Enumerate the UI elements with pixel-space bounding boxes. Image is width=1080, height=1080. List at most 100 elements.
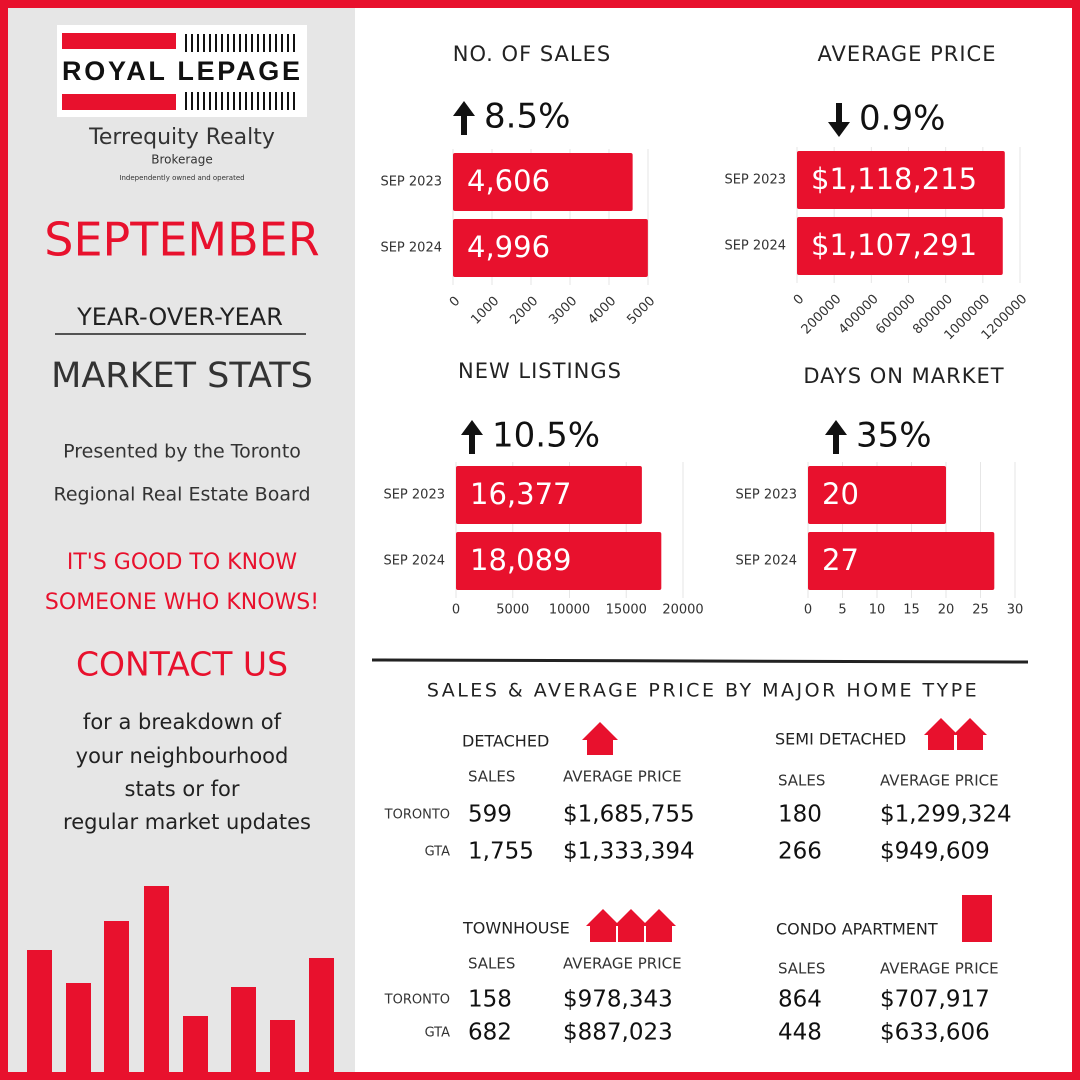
contact-line: for a breakdown of — [83, 710, 282, 734]
contact-line: regular market updates — [63, 810, 311, 834]
change-arrow — [828, 103, 850, 137]
table-cell: 180 — [778, 802, 822, 828]
table-cell: $1,333,394 — [563, 839, 695, 865]
home-type-name: SEMI DETACHED — [775, 730, 906, 749]
change-arrow — [825, 420, 847, 454]
column-header: SALES — [468, 955, 515, 973]
column-header: AVERAGE PRICE — [880, 960, 999, 978]
column-header: SALES — [778, 772, 825, 790]
table-cell: 599 — [468, 802, 512, 828]
bar — [808, 532, 995, 590]
chart-title: AVERAGE PRICE — [818, 42, 997, 66]
y-tick-label: SEP 2023 — [383, 488, 445, 503]
bar — [453, 219, 648, 277]
change-label: 0.9% — [859, 99, 945, 139]
x-tick-label: 25 — [972, 603, 989, 618]
contact-line: stats or for — [125, 777, 240, 801]
bar — [797, 217, 1003, 275]
value-label: 4,996 — [467, 230, 550, 264]
y-tick-label: SEP 2024 — [380, 241, 442, 256]
bar — [453, 153, 633, 211]
x-tick-label: 20 — [938, 603, 955, 618]
brokerage-name: Terrequity Realty — [88, 125, 275, 150]
table-cell: $887,023 — [563, 1020, 673, 1046]
presented-line: Regional Real Estate Board — [53, 484, 310, 506]
contact-line: your neighbourhood — [76, 744, 289, 768]
y-tick-label: SEP 2024 — [735, 554, 797, 569]
slogan-line: SOMEONE WHO KNOWS! — [45, 590, 319, 615]
change-label: 35% — [856, 416, 932, 456]
column-header: AVERAGE PRICE — [563, 768, 682, 786]
home-type-name: TOWNHOUSE — [462, 919, 570, 938]
subtitle: YEAR-OVER-YEAR — [76, 303, 283, 331]
bar — [456, 532, 662, 590]
x-tick-label: 20000 — [662, 603, 703, 618]
home-type-name: CONDO APARTMENT — [776, 920, 938, 939]
bar — [797, 151, 1005, 209]
bar — [808, 466, 946, 524]
x-tick-label: 15 — [903, 603, 920, 618]
sidebar — [8, 8, 355, 1072]
x-tick-label: 0 — [804, 603, 812, 618]
table-cell: 864 — [778, 987, 822, 1013]
icons — [582, 718, 992, 942]
change-label: 8.5% — [484, 97, 570, 137]
row-label: GTA — [425, 845, 451, 860]
table-cell: 266 — [778, 839, 822, 865]
change-label: 10.5% — [492, 416, 600, 456]
value-label: 27 — [822, 543, 859, 577]
contact-heading: CONTACT US — [76, 645, 288, 684]
month: SEPTEMBER — [44, 213, 319, 267]
column-header: SALES — [468, 768, 515, 786]
brokerage: Brokerage — [151, 153, 212, 167]
row-label: TORONTO — [384, 808, 450, 823]
y-tick-label: SEP 2024 — [383, 554, 445, 569]
logo-text: ROYAL LEPAGE — [62, 56, 300, 86]
heading: MARKET STATS — [51, 356, 313, 396]
table-cell: 1,755 — [468, 839, 534, 865]
presented-line: Presented by the Toronto — [63, 441, 301, 463]
table-cell: 682 — [468, 1020, 512, 1046]
table-cell: $1,685,755 — [563, 802, 695, 828]
column-header: AVERAGE PRICE — [563, 955, 682, 973]
table-cell: $978,343 — [563, 987, 673, 1013]
decorative-bars — [27, 886, 334, 1072]
x-tick-label: 15000 — [606, 603, 647, 618]
row-label: TORONTO — [384, 993, 450, 1008]
column-header: AVERAGE PRICE — [880, 772, 999, 790]
home-type-name: DETACHED — [462, 732, 549, 751]
value-label: 18,089 — [470, 543, 571, 577]
y-tick-label: SEP 2023 — [724, 173, 786, 188]
tagline: Independently owned and operated — [119, 174, 244, 182]
section-title: SALES & AVERAGE PRICE BY MAJOR HOME TYPE — [427, 680, 979, 702]
value-label: 16,377 — [470, 477, 571, 511]
x-tick-label: 30 — [1007, 603, 1024, 618]
row-label: GTA — [425, 1026, 451, 1041]
value-label: 4,606 — [467, 164, 550, 198]
x-tick-label: 10 — [869, 603, 886, 618]
value-label: 20 — [822, 477, 859, 511]
chart-title: NO. OF SALES — [453, 42, 611, 66]
table-cell: $949,609 — [880, 839, 990, 865]
logo: ROYAL LEPAGE — [57, 25, 307, 117]
x-tick-label: 5000 — [496, 603, 529, 618]
table-cell: 158 — [468, 987, 512, 1013]
y-tick-label: SEP 2024 — [724, 239, 786, 254]
slogan-line: IT'S GOOD TO KNOW — [67, 550, 297, 575]
table-cell: 448 — [778, 1020, 822, 1046]
x-tick-label: 10000 — [549, 603, 590, 618]
x-tick-label: 5 — [838, 603, 846, 618]
value-label: $1,107,291 — [811, 228, 977, 262]
change-arrow — [461, 420, 483, 454]
value-label: $1,118,215 — [811, 162, 977, 196]
change-arrow — [453, 101, 475, 135]
column-header: SALES — [778, 960, 825, 978]
table-cell: $633,606 — [880, 1020, 990, 1046]
chart-title: DAYS ON MARKET — [803, 364, 1004, 388]
divider — [371, 658, 1029, 664]
x-tick-label: 0 — [452, 603, 460, 618]
y-tick-label: SEP 2023 — [380, 175, 442, 190]
bar — [456, 466, 642, 524]
